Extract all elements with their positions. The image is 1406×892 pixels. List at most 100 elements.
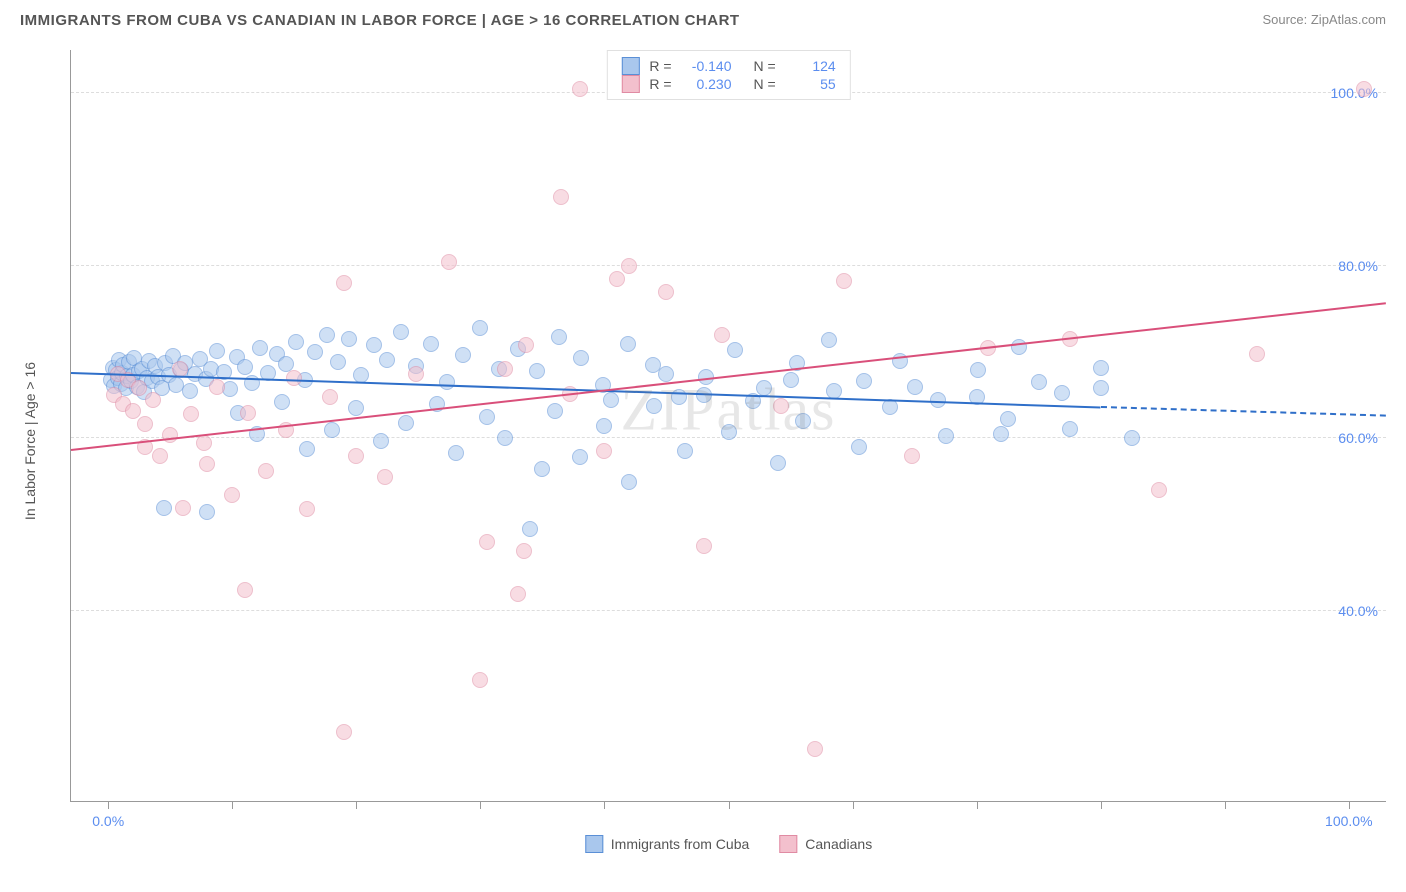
data-point-cuba [156,500,172,516]
x-tick [480,801,481,809]
x-tick [356,801,357,809]
data-point-cuba [1062,421,1078,437]
legend-swatch [621,75,639,93]
data-point-cuba [199,504,215,520]
data-point-canadians [1249,346,1265,362]
legend-label: Immigrants from Cuba [611,836,749,852]
data-point-cuba [856,373,872,389]
data-point-cuba [1031,374,1047,390]
legend-r-value: 0.230 [682,76,732,92]
data-point-cuba [324,422,340,438]
data-point-cuba [534,461,550,477]
x-tick [1349,801,1350,809]
data-point-cuba [756,380,772,396]
legend-n-value: 124 [786,58,836,74]
data-point-canadians [773,398,789,414]
x-tick [232,801,233,809]
data-point-cuba [497,430,513,446]
data-point-cuba [182,383,198,399]
data-point-canadians [224,487,240,503]
data-point-cuba [529,363,545,379]
data-point-cuba [907,379,923,395]
data-point-cuba [596,418,612,434]
data-point-cuba [439,374,455,390]
gridline-horizontal [71,265,1386,266]
legend-swatch [621,57,639,75]
data-point-cuba [783,372,799,388]
x-tick [853,801,854,809]
data-point-cuba [522,521,538,537]
data-point-cuba [1093,360,1109,376]
data-point-cuba [646,398,662,414]
data-point-canadians [518,337,534,353]
data-point-canadians [658,284,674,300]
x-tick-label: 100.0% [1325,813,1372,829]
data-point-canadians [472,672,488,688]
data-point-cuba [993,426,1009,442]
correlation-legend: R =-0.140N =124R =0.230N =55 [606,50,850,100]
legend-label: Canadians [805,836,872,852]
legend-stat-row-canadians: R =0.230N =55 [621,75,835,93]
data-point-canadians [621,258,637,274]
x-tick [977,801,978,809]
data-point-canadians [196,435,212,451]
data-point-cuba [677,443,693,459]
data-point-cuba [330,354,346,370]
series-legend: Immigrants from Cuba Canadians [585,835,872,853]
data-point-canadians [696,538,712,554]
data-point-cuba [727,342,743,358]
data-point-canadians [596,443,612,459]
data-point-canadians [516,543,532,559]
data-point-canadians [479,534,495,550]
data-point-canadians [183,406,199,422]
data-point-canadians [162,427,178,443]
chart-title: IMMIGRANTS FROM CUBA VS CANADIAN IN LABO… [20,12,740,29]
data-point-canadians [714,327,730,343]
data-point-canadians [807,741,823,757]
y-tick-label: 80.0% [1338,258,1378,274]
data-point-cuba [319,327,335,343]
data-point-canadians [322,389,338,405]
data-point-cuba [1011,339,1027,355]
data-point-cuba [603,392,619,408]
legend-stat-row-cuba: R =-0.140N =124 [621,57,835,75]
legend-r-label: R = [649,58,671,74]
data-point-canadians [336,724,352,740]
data-point-canadians [1356,81,1372,97]
data-point-cuba [547,403,563,419]
data-point-cuba [621,474,637,490]
data-point-cuba [423,336,439,352]
data-point-cuba [551,329,567,345]
data-point-canadians [904,448,920,464]
data-point-canadians [497,361,513,377]
data-point-canadians [137,416,153,432]
data-point-cuba [1093,380,1109,396]
data-point-canadians [175,500,191,516]
data-point-canadians [125,403,141,419]
legend-item-canadians: Canadians [779,835,872,853]
legend-swatch [585,835,603,853]
y-tick-label: 60.0% [1338,430,1378,446]
source-attribution: Source: ZipAtlas.com [1262,12,1386,27]
x-tick [1225,801,1226,809]
data-point-canadians [336,275,352,291]
regression-line [1101,406,1386,417]
data-point-cuba [209,343,225,359]
x-tick [604,801,605,809]
data-point-cuba [288,334,304,350]
data-point-canadians [199,456,215,472]
legend-n-label: N = [754,58,776,74]
data-point-cuba [237,359,253,375]
data-point-cuba [373,433,389,449]
x-tick [1101,801,1102,809]
data-point-cuba [479,409,495,425]
data-point-cuba [252,340,268,356]
data-point-canadians [836,273,852,289]
data-point-cuba [472,320,488,336]
data-point-canadians [258,463,274,479]
data-point-cuba [770,455,786,471]
legend-r-label: R = [649,76,671,92]
legend-item-cuba: Immigrants from Cuba [585,835,749,853]
data-point-cuba [721,424,737,440]
gridline-horizontal [71,610,1386,611]
